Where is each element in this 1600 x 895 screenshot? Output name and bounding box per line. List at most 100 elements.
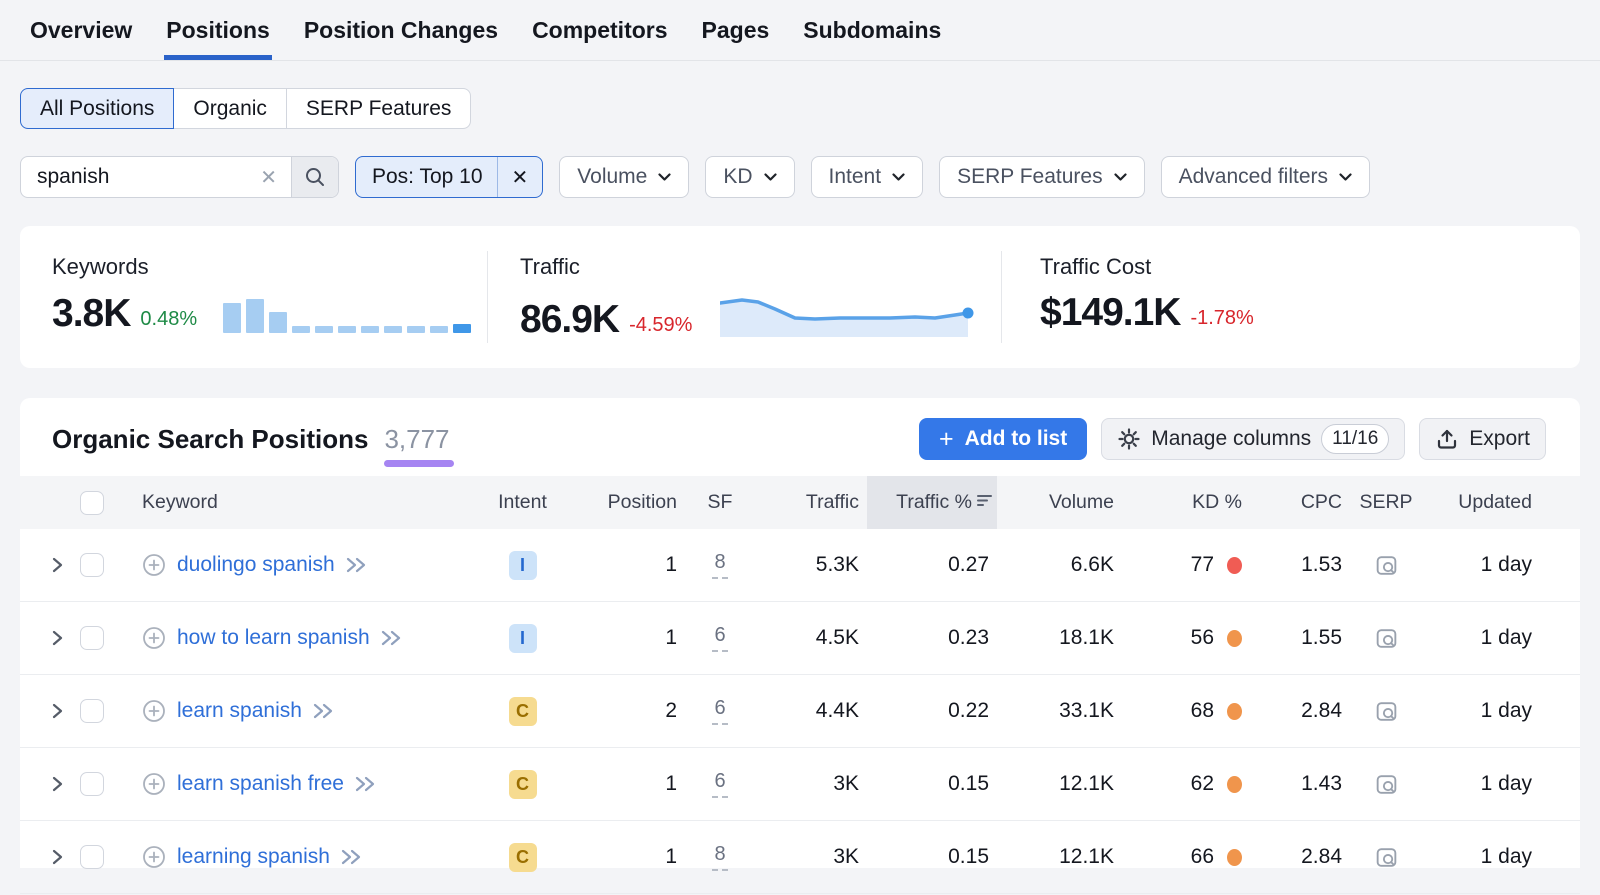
add-keyword-to-list-icon[interactable] bbox=[142, 553, 166, 577]
table-row: duolingo spanish I 1 8 5.3K 0.27 6.6K 77… bbox=[20, 529, 1580, 602]
export-icon bbox=[1438, 429, 1457, 449]
view-serp-button[interactable] bbox=[1350, 772, 1422, 797]
view-all-positions[interactable]: All Positions bbox=[20, 88, 175, 129]
search-input[interactable]: spanish ✕ bbox=[21, 157, 291, 197]
keywords-bar bbox=[338, 326, 357, 333]
expand-row-button[interactable] bbox=[20, 630, 80, 646]
remove-filter-icon[interactable]: ✕ bbox=[496, 157, 543, 197]
tab-positions[interactable]: Positions bbox=[164, 0, 272, 60]
search-button[interactable] bbox=[291, 157, 338, 197]
search-icon bbox=[306, 168, 324, 186]
traffic-percent-value: 0.23 bbox=[948, 626, 989, 649]
traffic-cost-change: -1.78% bbox=[1190, 307, 1254, 329]
intent-badge[interactable]: C bbox=[508, 769, 537, 799]
view-serp-button[interactable] bbox=[1350, 553, 1422, 578]
column-header-serp[interactable]: SERP bbox=[1359, 491, 1413, 513]
add-keyword-to-list-icon[interactable] bbox=[142, 845, 166, 869]
traffic-cost-metric: Traffic Cost $149.1K -1.78% bbox=[1002, 226, 1580, 368]
export-button[interactable]: Export bbox=[1419, 418, 1546, 460]
tab-position-changes[interactable]: Position Changes bbox=[303, 16, 499, 43]
add-keyword-to-list-icon[interactable] bbox=[142, 699, 166, 723]
serp-features-count[interactable]: 8 bbox=[712, 843, 728, 871]
volume-value: 33.1K bbox=[1059, 699, 1114, 722]
column-header-updated[interactable]: Updated bbox=[1458, 491, 1532, 513]
column-header-traffic[interactable]: Traffic bbox=[805, 491, 859, 513]
filter-dropdown-kd[interactable]: KD bbox=[705, 156, 795, 198]
keyword-link[interactable]: learn spanish free bbox=[177, 772, 344, 795]
expand-row-button[interactable] bbox=[20, 849, 80, 865]
add-keyword-to-list-icon[interactable] bbox=[142, 772, 166, 796]
column-header-keyword[interactable]: Keyword bbox=[142, 491, 218, 513]
chevron-down-icon bbox=[763, 173, 777, 181]
serp-features-count[interactable]: 8 bbox=[712, 551, 728, 579]
traffic-cost-value: $149.1K bbox=[1040, 291, 1181, 334]
view-serp-button[interactable] bbox=[1350, 699, 1422, 724]
filter-dropdown-volume[interactable]: Volume bbox=[559, 156, 690, 198]
filter-dropdown-serp-features[interactable]: SERP Features bbox=[939, 156, 1145, 198]
results-count: 3,777 bbox=[384, 423, 454, 467]
view-serp-button[interactable] bbox=[1350, 626, 1422, 651]
row-checkbox[interactable] bbox=[80, 626, 104, 650]
report-tabs: Overview Positions Position Changes Competi… bbox=[0, 0, 1600, 61]
updated-value: 1 day bbox=[1480, 845, 1532, 868]
filter-dropdown-intent[interactable]: Intent bbox=[810, 156, 924, 198]
table-row: learning spanish C 1 8 3K 0.15 12.1K 66 … bbox=[20, 821, 1580, 894]
tab-competitors[interactable]: Competitors bbox=[532, 16, 668, 43]
filter-dropdown-advanced-filters[interactable]: Advanced filters bbox=[1160, 156, 1371, 198]
serp-features-count[interactable]: 6 bbox=[712, 697, 728, 725]
open-keyword-overview-icon[interactable] bbox=[355, 776, 376, 792]
keyword-link[interactable]: duolingo spanish bbox=[177, 553, 335, 576]
expand-row-button[interactable] bbox=[20, 557, 80, 573]
column-header-volume[interactable]: Volume bbox=[1048, 491, 1114, 513]
column-header-intent[interactable]: Intent bbox=[498, 491, 547, 513]
traffic-value: 3K bbox=[833, 845, 859, 868]
row-checkbox[interactable] bbox=[80, 772, 104, 796]
serp-features-count[interactable]: 6 bbox=[712, 770, 728, 798]
open-keyword-overview-icon[interactable] bbox=[313, 703, 334, 719]
row-checkbox[interactable] bbox=[80, 553, 104, 577]
view-organic[interactable]: Organic bbox=[173, 88, 287, 129]
view-serp-button[interactable] bbox=[1350, 845, 1422, 870]
select-all-checkbox[interactable] bbox=[80, 490, 104, 515]
keywords-value: 3.8K bbox=[52, 292, 131, 335]
kd-value: 77 bbox=[1190, 553, 1214, 576]
traffic-sparkline bbox=[720, 298, 974, 337]
keyword-link[interactable]: learning spanish bbox=[177, 845, 330, 868]
open-keyword-overview-icon[interactable] bbox=[346, 557, 367, 573]
tab-overview[interactable]: Overview bbox=[30, 16, 133, 43]
keyword-link[interactable]: how to learn spanish bbox=[177, 626, 370, 649]
intent-badge[interactable]: C bbox=[508, 696, 537, 726]
column-header-sf[interactable]: SF bbox=[707, 491, 733, 513]
add-keyword-to-list-icon[interactable] bbox=[142, 626, 166, 650]
row-checkbox[interactable] bbox=[80, 699, 104, 723]
view-serp-features[interactable]: SERP Features bbox=[285, 88, 472, 129]
chevron-right-icon bbox=[52, 557, 62, 573]
expand-row-button[interactable] bbox=[20, 776, 80, 792]
search-input-value[interactable]: spanish bbox=[37, 165, 110, 188]
keywords-bar-chart bbox=[223, 293, 472, 333]
intent-badge[interactable]: C bbox=[508, 842, 537, 872]
column-header-cpc[interactable]: CPC bbox=[1300, 491, 1342, 513]
keyword-link[interactable]: learn spanish bbox=[177, 699, 302, 722]
column-header-position[interactable]: Position bbox=[607, 491, 677, 513]
intent-badge[interactable]: I bbox=[508, 550, 537, 580]
tab-subdomains[interactable]: Subdomains bbox=[803, 16, 942, 43]
add-to-list-button[interactable]: + Add to list bbox=[918, 418, 1088, 460]
open-keyword-overview-icon[interactable] bbox=[381, 630, 402, 646]
tab-pages[interactable]: Pages bbox=[701, 16, 770, 43]
filter-bar: spanish ✕ Pos: Top 10 ✕ Volume KD Intent SE… bbox=[20, 156, 1580, 198]
expand-row-button[interactable] bbox=[20, 703, 80, 719]
serp-features-count[interactable]: 6 bbox=[712, 624, 728, 652]
traffic-percent-value: 0.27 bbox=[948, 553, 989, 576]
column-header-traffic_pct[interactable]: Traffic % bbox=[867, 476, 997, 529]
manage-columns-button[interactable]: Manage columns 11/16 bbox=[1101, 418, 1406, 460]
open-keyword-overview-icon[interactable] bbox=[341, 849, 362, 865]
position-filter-chip[interactable]: Pos: Top 10 ✕ bbox=[355, 156, 544, 198]
serp-snapshot-icon bbox=[1376, 774, 1396, 794]
clear-search-icon[interactable]: ✕ bbox=[260, 166, 277, 189]
row-checkbox[interactable] bbox=[80, 845, 104, 869]
divider bbox=[1001, 251, 1002, 343]
column-header-kd[interactable]: KD % bbox=[1192, 491, 1242, 513]
position-filter-label: Pos: Top 10 bbox=[372, 165, 483, 188]
intent-badge[interactable]: I bbox=[508, 623, 537, 653]
